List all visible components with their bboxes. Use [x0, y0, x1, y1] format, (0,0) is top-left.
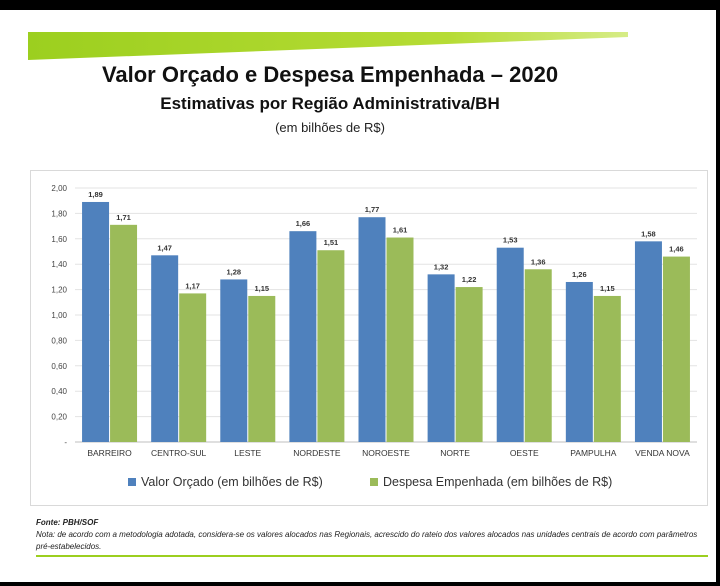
y-tick-label: 1,60 — [51, 235, 67, 244]
data-label: 1,46 — [669, 245, 684, 254]
legend-entry-despesa-empenhada: Despesa Empenhada (em bilhões de R$) — [370, 473, 612, 491]
x-tick-label: NORTE — [440, 448, 470, 458]
data-label: 1,36 — [531, 257, 546, 266]
data-label: 1,47 — [157, 243, 172, 252]
legend-swatch-valor-orcado — [128, 478, 136, 486]
note-text: Nota: de acordo com a metodologia adotad… — [36, 530, 698, 551]
bar-despesa-empenhada — [179, 293, 207, 442]
data-label: 1,32 — [434, 262, 449, 271]
chart-title: Valor Orçado e Despesa Empenhada – 2020 — [101, 62, 559, 87]
data-label: 1,53 — [503, 236, 518, 245]
bar-despesa-empenhada — [524, 269, 552, 442]
bar-valor-orcado — [565, 281, 593, 442]
data-label: 1,89 — [88, 190, 103, 199]
data-label: 1,15 — [254, 284, 269, 293]
data-label: 1,51 — [324, 238, 339, 247]
y-tick-label: 1,00 — [51, 311, 67, 320]
data-label: 1,26 — [572, 270, 587, 279]
bar-despesa-empenhada — [248, 295, 276, 442]
bar-valor-orcado — [289, 231, 317, 442]
bar-despesa-empenhada — [593, 295, 621, 442]
bar-valor-orcado — [634, 241, 662, 442]
bar-despesa-empenhada — [110, 224, 138, 442]
y-tick-label: 0,80 — [51, 336, 67, 345]
y-tick-label: 2,00 — [51, 184, 67, 193]
legend-label-valor-orcado: Valor Orçado (em bilhões de R$) — [141, 475, 323, 489]
y-tick-label: - — [64, 438, 67, 447]
y-tick-label: 0,20 — [51, 413, 67, 422]
x-tick-label: CENTRO-SUL — [151, 448, 207, 458]
chart-subtitle: Estimativas por Região Administrativa/BH — [160, 94, 500, 113]
bar-valor-orcado — [220, 279, 248, 442]
x-tick-label: BARREIRO — [87, 448, 132, 458]
bar-despesa-empenhada — [455, 287, 483, 442]
data-label: 1,61 — [393, 226, 408, 235]
y-tick-label: 1,80 — [51, 209, 67, 218]
data-label: 1,17 — [185, 281, 200, 290]
x-tick-label: NOROESTE — [362, 448, 410, 458]
y-tick-label: 0,60 — [51, 362, 67, 371]
y-tick-label: 0,40 — [51, 387, 67, 396]
legend-swatch-despesa-empenhada — [370, 478, 378, 486]
x-tick-label: VENDA NOVA — [635, 448, 690, 458]
x-tick-label: OESTE — [510, 448, 539, 458]
data-label: 1,15 — [600, 284, 615, 293]
data-label: 1,66 — [296, 219, 311, 228]
source-text: Fonte: PBH/SOF — [36, 518, 99, 527]
data-label: 1,71 — [116, 213, 131, 222]
data-label: 1,28 — [226, 267, 241, 276]
bar-valor-orcado — [496, 247, 524, 442]
bar-valor-orcado — [358, 217, 386, 442]
y-tick-label: 1,20 — [51, 286, 67, 295]
bar-valor-orcado — [82, 201, 110, 442]
data-label: 1,77 — [365, 205, 380, 214]
accent-bar — [28, 32, 628, 60]
legend-label-despesa-empenhada: Despesa Empenhada (em bilhões de R$) — [383, 475, 613, 489]
footer-line — [36, 555, 708, 557]
bar-valor-orcado — [151, 255, 179, 442]
chart-frame: - 0,20 0,40 0,60 0,80 1,00 1,20 1,40 1,60 1,80 2,0… — [30, 170, 708, 506]
bar-despesa-empenhada — [317, 250, 345, 442]
x-tick-label: PAMPULHA — [570, 448, 616, 458]
bar-valor-orcado — [427, 274, 455, 442]
data-label: 1,22 — [462, 275, 477, 284]
data-label: 1,58 — [641, 229, 656, 238]
y-tick-label: 1,40 — [51, 260, 67, 269]
bar-despesa-empenhada — [386, 237, 414, 442]
unit-note: (em bilhões de R$) — [275, 120, 385, 135]
slide: Valor Orçado e Despesa Empenhada – 2020 … — [0, 10, 716, 582]
x-tick-label: LESTE — [234, 448, 261, 458]
legend-entry-valor-orcado: Valor Orçado (em bilhões de R$) — [128, 473, 323, 491]
x-tick-label: NORDESTE — [293, 448, 341, 458]
bar-despesa-empenhada — [662, 256, 690, 442]
bar-chart: - 0,20 0,40 0,60 0,80 1,00 1,20 1,40 1,60 1,80 2,0… — [51, 184, 697, 458]
